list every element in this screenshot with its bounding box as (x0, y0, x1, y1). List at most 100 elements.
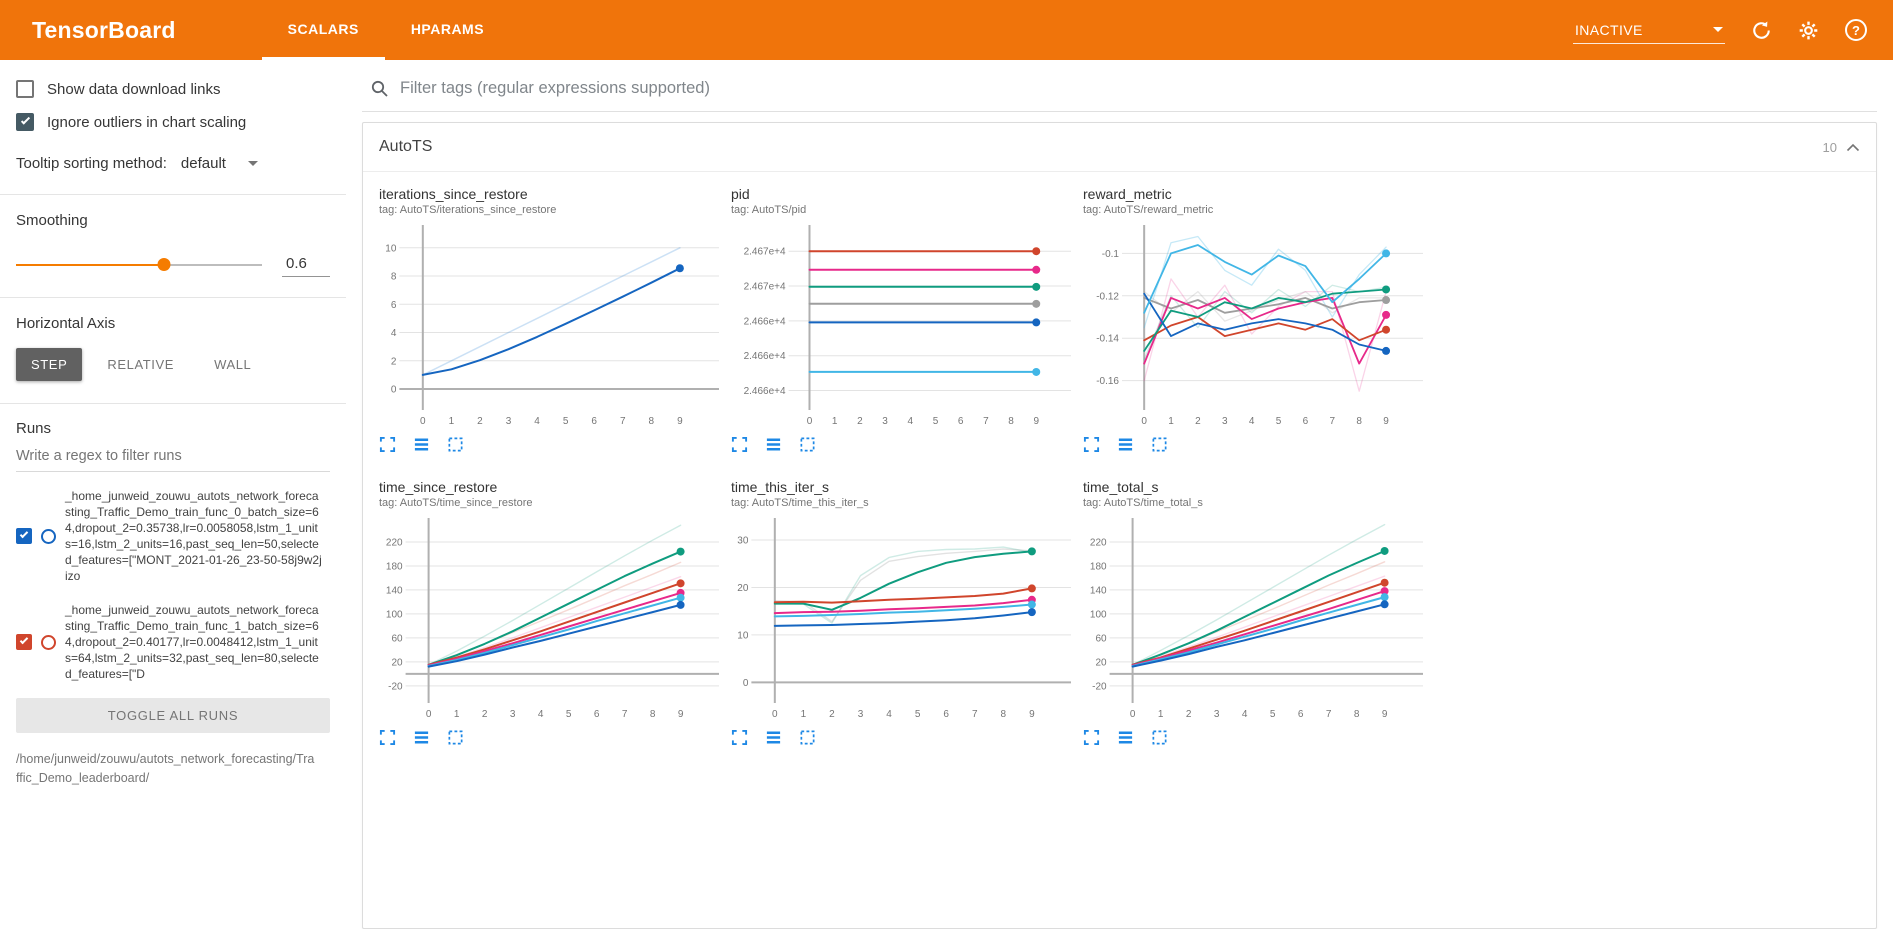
svg-text:0: 0 (1141, 416, 1147, 427)
expand-chart-icon[interactable] (1083, 436, 1100, 453)
chart-title: reward_metric (1083, 186, 1172, 202)
scalar-chart-plot[interactable]: -0.1 -0.12 -0.14 -0.16 0 1 2 3 4 5 6 7 8 9 (1083, 220, 1427, 432)
ignore-outliers-checkbox[interactable] (16, 113, 34, 131)
tab-scalars[interactable]: SCALARS (261, 0, 385, 60)
section-collapse-control[interactable]: 10 (1823, 140, 1860, 155)
run-item[interactable]: _home_junweid_zouwu_autots_network_forec… (16, 602, 330, 682)
scalar-chart-plot[interactable]: 0 2 4 6 8 10 0 1 2 3 4 5 6 7 8 9 (379, 220, 723, 432)
run-item[interactable]: _home_junweid_zouwu_autots_network_forec… (16, 488, 330, 584)
data-table-icon[interactable] (765, 729, 782, 746)
fit-domain-icon[interactable] (1151, 436, 1168, 453)
expand-chart-icon[interactable] (379, 729, 396, 746)
svg-text:4: 4 (391, 328, 397, 339)
slider-thumb[interactable] (157, 258, 171, 271)
svg-text:2.467e+4: 2.467e+4 (744, 282, 786, 293)
svg-text:6: 6 (594, 709, 600, 720)
data-table-icon[interactable] (1117, 436, 1134, 453)
chevron-up-icon (1846, 143, 1860, 152)
svg-text:180: 180 (1090, 561, 1107, 572)
axis-relative-button[interactable]: RELATIVE (92, 348, 189, 381)
smoothing-value-input[interactable]: 0.6 (282, 253, 330, 277)
smoothing-slider[interactable] (16, 258, 262, 272)
fit-domain-icon[interactable] (447, 729, 464, 746)
fit-domain-icon[interactable] (447, 436, 464, 453)
axis-step-button[interactable]: STEP (16, 348, 83, 381)
status-dropdown[interactable]: INACTIVE (1573, 17, 1725, 44)
svg-text:0: 0 (1130, 709, 1136, 720)
chart-actions (1083, 729, 1427, 746)
show-download-links-option[interactable]: Show data download links (16, 80, 330, 98)
run-checkbox[interactable] (16, 528, 32, 544)
data-table-icon[interactable] (765, 436, 782, 453)
svg-text:5: 5 (563, 416, 569, 427)
svg-text:4: 4 (1242, 709, 1248, 720)
svg-text:4: 4 (1249, 416, 1255, 427)
expand-chart-icon[interactable] (731, 729, 748, 746)
refresh-icon[interactable] (1751, 20, 1772, 41)
autots-section-header[interactable]: AutoTS 10 (363, 123, 1876, 172)
scalar-chart-plot[interactable]: 2.467e+4 2.467e+4 2.466e+4 2.466e+4 2.466e+4… (731, 220, 1075, 432)
svg-text:6: 6 (1303, 416, 1309, 427)
svg-text:30: 30 (737, 535, 749, 546)
expand-chart-icon[interactable] (1083, 729, 1100, 746)
scalar-chart-plot[interactable]: -20 20 60 100 140 180 220 0 1 2 3 4 5 6 7 8 9 (1083, 513, 1427, 725)
filter-tags-row (362, 60, 1877, 112)
svg-text:1: 1 (449, 416, 455, 427)
svg-text:2: 2 (857, 416, 863, 427)
help-icon[interactable]: ? (1845, 19, 1867, 41)
run-radio[interactable] (41, 634, 56, 650)
svg-text:7: 7 (1330, 416, 1336, 427)
tab-hparams[interactable]: HPARAMS (410, 20, 485, 37)
filter-tags-input[interactable] (400, 79, 1869, 98)
svg-text:2: 2 (477, 416, 483, 427)
scalar-chart-card: time_this_iter_s tag: AutoTS/time_this_i… (731, 479, 1075, 746)
scalar-chart-card: iterations_since_restore tag: AutoTS/ite… (379, 186, 723, 453)
run-checkbox[interactable] (16, 634, 32, 650)
svg-text:3: 3 (1222, 416, 1228, 427)
expand-chart-icon[interactable] (731, 436, 748, 453)
fit-domain-icon[interactable] (1151, 729, 1168, 746)
svg-text:7: 7 (983, 416, 989, 427)
show-download-links-checkbox[interactable] (16, 80, 34, 98)
data-table-icon[interactable] (413, 729, 430, 746)
svg-text:8: 8 (650, 709, 656, 720)
ignore-outliers-label: Ignore outliers in chart scaling (47, 113, 247, 131)
settings-gear-icon[interactable] (1798, 20, 1819, 41)
svg-text:-20: -20 (1092, 681, 1107, 692)
scalar-chart-plot[interactable]: 0 10 20 30 0 1 2 3 4 5 6 7 8 9 (731, 513, 1075, 725)
svg-text:10: 10 (737, 630, 749, 641)
data-table-icon[interactable] (1117, 729, 1134, 746)
scalar-chart-card: reward_metric tag: AutoTS/reward_metric … (1083, 186, 1427, 453)
svg-text:6: 6 (591, 416, 597, 427)
fit-domain-icon[interactable] (799, 436, 816, 453)
app-title: TensorBoard (32, 16, 176, 43)
svg-text:6: 6 (1298, 709, 1304, 720)
charts-grid: iterations_since_restore tag: AutoTS/ite… (363, 172, 1876, 760)
tab-bar: SCALARS HPARAMS (261, 0, 510, 60)
runs-filter-input[interactable] (16, 439, 330, 472)
svg-text:0: 0 (772, 709, 778, 720)
chart-title: iterations_since_restore (379, 186, 528, 202)
fit-domain-icon[interactable] (799, 729, 816, 746)
svg-text:9: 9 (677, 416, 683, 427)
expand-chart-icon[interactable] (379, 436, 396, 453)
toggle-all-runs-button[interactable]: TOGGLE ALL RUNS (16, 698, 330, 733)
svg-text:5: 5 (915, 709, 921, 720)
axis-wall-button[interactable]: WALL (199, 348, 266, 381)
section-title: AutoTS (379, 138, 433, 155)
data-table-icon[interactable] (413, 436, 430, 453)
run-radio[interactable] (41, 528, 56, 544)
autots-section-card: AutoTS 10 iterations_since_restore tag: … (362, 122, 1877, 929)
tooltip-sorting-dropdown[interactable]: default (181, 155, 258, 172)
ignore-outliers-option[interactable]: Ignore outliers in chart scaling (16, 113, 330, 131)
checkmark-icon (20, 115, 31, 125)
scalar-chart-plot[interactable]: -20 20 60 100 140 180 220 0 1 2 3 4 5 6 7 8 9 (379, 513, 723, 725)
main-panel: AutoTS 10 iterations_since_restore tag: … (346, 60, 1893, 929)
svg-text:-0.16: -0.16 (1096, 376, 1119, 387)
svg-text:7: 7 (622, 709, 628, 720)
smoothing-label: Smoothing (16, 212, 88, 229)
svg-text:8: 8 (649, 416, 655, 427)
svg-text:2.466e+4: 2.466e+4 (744, 316, 786, 327)
section-chart-count: 10 (1822, 139, 1837, 155)
